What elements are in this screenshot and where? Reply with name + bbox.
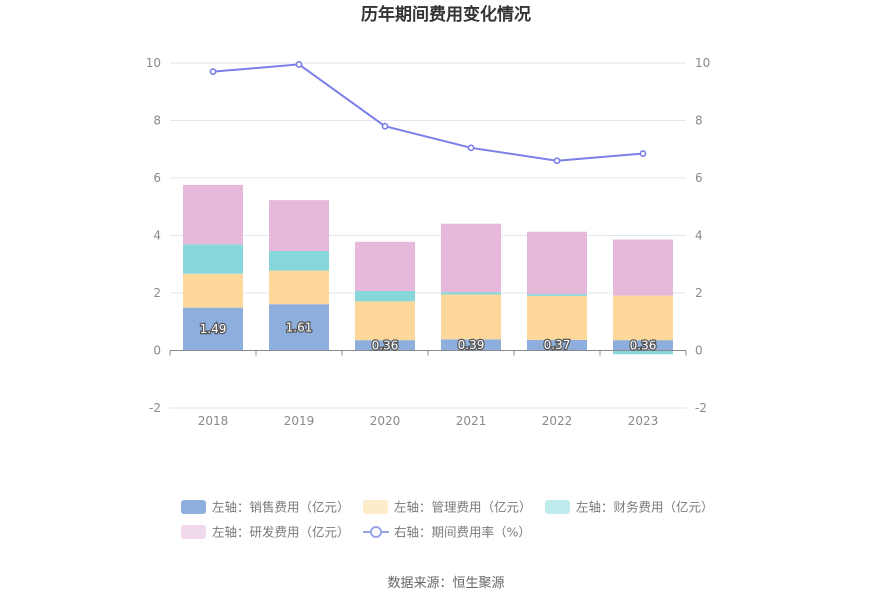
bar-segment (441, 339, 501, 351)
left-tick-label: -2 (149, 401, 161, 415)
legend-item: 左轴：销售费用（亿元） (181, 500, 350, 515)
x-tick-label: 2021 (456, 414, 487, 428)
left-tick-label: 10 (146, 56, 161, 70)
legend-item: 左轴：研发费用（亿元） (181, 525, 350, 540)
rate-line-point (295, 61, 303, 68)
rate-line-point (467, 144, 475, 152)
left-axis: -2 0 2 4 6 8 10 (146, 56, 161, 415)
bar-segment (527, 339, 587, 351)
x-axis: 2018 2019 2020 2021 2022 2023 (169, 350, 687, 428)
legend-line-marker (370, 526, 382, 538)
legend-item: 左轴：财务费用（亿元） (545, 500, 714, 515)
left-tick-label: 8 (153, 114, 161, 128)
bar-labels: 1.49 1.61 0.36 0.39 0.37 0.36 (198, 319, 657, 353)
right-tick-label: 2 (695, 286, 703, 300)
rate-line (209, 61, 647, 165)
bar-segment (613, 340, 673, 351)
x-tick-label: 2018 (198, 414, 229, 428)
left-tick-label: 6 (153, 171, 161, 185)
bar-value-label: 1.49 (200, 322, 227, 336)
right-tick-label: 8 (695, 114, 703, 128)
bar-value-label: 0.37 (544, 338, 571, 352)
bar-segment (441, 294, 501, 340)
legend-label: 左轴：财务费用（亿元） (576, 500, 714, 515)
legend-item: 右轴：期间费用率（%） (363, 525, 531, 540)
bar-segment (613, 350, 673, 355)
x-tick-label: 2020 (370, 414, 401, 428)
bar-segment (269, 251, 329, 271)
bar-segment (613, 295, 673, 341)
right-tick-label: 10 (695, 56, 710, 70)
data-source: 数据来源：恒生聚源 (387, 576, 504, 591)
x-tick-label: 2019 (284, 414, 315, 428)
legend-item: 左轴：管理费用（亿元） (363, 500, 532, 515)
bar-segment (183, 307, 243, 351)
x-tick-label: 2022 (542, 414, 573, 428)
bar-value-label: 0.39 (458, 338, 485, 352)
right-tick-label: -2 (695, 401, 707, 415)
bar-value-label: 0.36 (630, 338, 657, 352)
legend-swatch (181, 525, 206, 539)
right-tick-label: 0 (695, 344, 703, 358)
bar-segment (527, 294, 587, 296)
left-tick-label: 0 (153, 344, 161, 358)
bar-segment (183, 244, 243, 274)
right-tick-label: 6 (695, 171, 703, 185)
legend-swatch (545, 500, 570, 514)
bar-segment (355, 290, 415, 302)
bar-segment (355, 241, 415, 291)
right-axis: -2 0 2 4 6 8 10 (695, 56, 710, 415)
legend-label: 右轴：期间费用率（%） (394, 525, 531, 540)
left-tick-label: 4 (153, 229, 161, 243)
rate-line-path (212, 63, 644, 162)
right-tick-label: 4 (695, 229, 703, 243)
legend-label: 左轴：管理费用（亿元） (394, 500, 532, 515)
rate-line-point (381, 122, 389, 130)
bar-segment (527, 231, 587, 295)
legend-swatch (181, 500, 206, 514)
bar-segment (269, 200, 329, 252)
bar-segment (183, 184, 243, 245)
bars (183, 184, 673, 355)
legend: 左轴：销售费用（亿元） 左轴：管理费用（亿元） 左轴：财务费用（亿元） 左轴：研发费用… (181, 500, 714, 540)
rate-line-point (209, 68, 217, 76)
bar-segment (183, 273, 243, 308)
legend-swatch (363, 500, 388, 514)
grid (170, 62, 686, 409)
legend-label: 左轴：研发费用（亿元） (212, 525, 350, 540)
x-tick-label: 2023 (628, 414, 659, 428)
rate-line-point (639, 150, 647, 157)
bar-segment (355, 340, 415, 351)
bar-segment (441, 292, 501, 295)
bar-segment (613, 239, 673, 296)
legend-label: 左轴：销售费用（亿元） (212, 500, 350, 515)
bar-segment (269, 304, 329, 351)
bar-value-label: 1.61 (286, 320, 313, 334)
chart-title: 历年期间费用变化情况 (361, 4, 531, 25)
rate-line-point (553, 157, 561, 165)
left-tick-label: 2 (153, 286, 161, 300)
bar-segment (441, 223, 501, 293)
bar-segment (355, 301, 415, 341)
bar-segment (269, 270, 329, 305)
bar-value-label: 0.36 (372, 338, 399, 352)
bar-segment (527, 295, 587, 340)
